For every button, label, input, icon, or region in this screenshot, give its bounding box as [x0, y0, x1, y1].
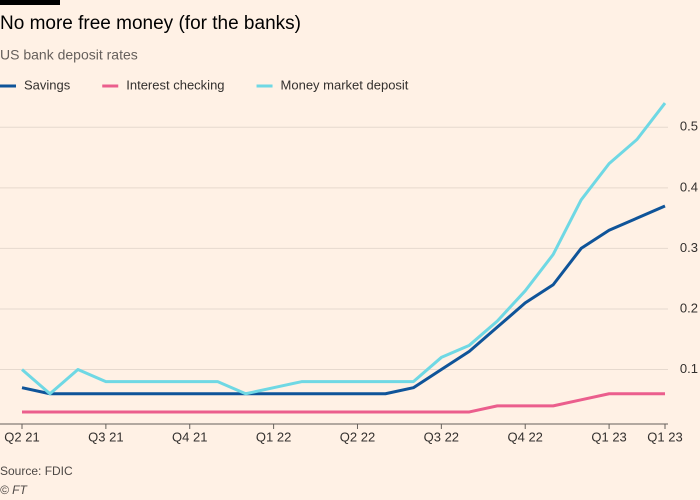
legend-label: Money market deposit: [281, 77, 409, 92]
y-tick-label: 0.2: [680, 300, 698, 315]
x-tick-label: Q1 22: [256, 429, 291, 444]
brand-bar: [0, 0, 60, 5]
series-line: [22, 392, 665, 414]
legend-label: Savings: [24, 77, 71, 92]
y-tick-label: 0.1: [680, 361, 698, 376]
chart-subtitle: US bank deposit rates: [0, 47, 138, 63]
source: Source: FDIC: [0, 464, 73, 478]
series-line: [21, 102, 667, 396]
x-tick-label: Q3 22: [424, 429, 459, 444]
series-line: [21, 204, 666, 396]
y-tick-label: 0.4: [680, 179, 698, 194]
legend-label: Interest checking: [126, 77, 224, 92]
credit: © FT: [0, 483, 29, 497]
x-tick-label: Q4 22: [508, 429, 543, 444]
x-tick-label: Q1 23: [647, 429, 682, 444]
x-tick-label: Q3 21: [88, 429, 123, 444]
y-tick-label: 0.3: [680, 240, 698, 255]
chart-title: No more free money (for the banks): [0, 13, 301, 34]
y-tick-label: 0.5: [680, 119, 698, 134]
x-tick-label: Q4 21: [172, 429, 207, 444]
x-tick-label: Q2 21: [4, 429, 39, 444]
x-tick-label: Q2 22: [340, 429, 375, 444]
x-tick-label: Q1 23: [591, 429, 626, 444]
